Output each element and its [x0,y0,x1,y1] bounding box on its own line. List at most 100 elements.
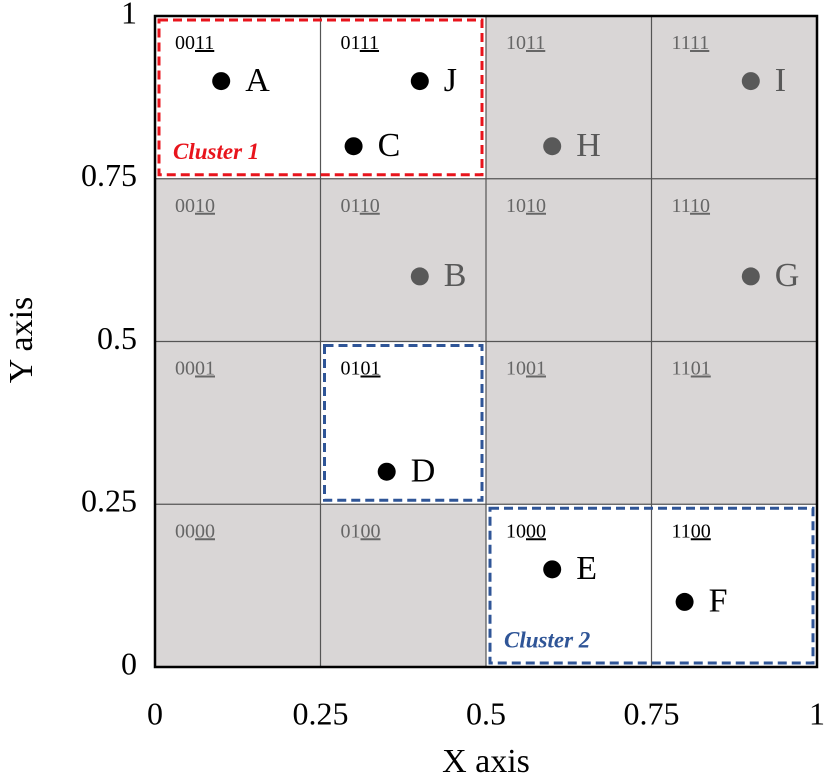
cell-label: 1001 [506,357,546,379]
cell-label-suffix: 01 [361,357,381,379]
cell-label: 0011 [175,32,214,54]
cell [320,504,486,667]
cell-label: 0100 [341,520,381,542]
cell-label: 1101 [672,357,711,379]
y-tick-label: 1 [121,0,137,30]
cell-label-suffix: 10 [526,194,546,216]
cell-label: 1010 [506,194,546,216]
data-point [410,267,429,286]
cell-label: 1111 [672,32,710,54]
cell-label-prefix: 01 [341,357,361,379]
cell-label-suffix: 10 [690,194,710,216]
x-tick-label: 1 [809,695,825,731]
data-point [675,592,694,611]
cluster-box [323,344,484,502]
cell [486,504,652,667]
cell-label-prefix: 11 [672,194,691,216]
cell-label-suffix: 11 [526,32,545,54]
cell-label: 0101 [341,357,381,379]
cluster-label: Cluster 1 [173,139,259,164]
cluster-label: Cluster 2 [504,627,590,652]
data-point [543,137,562,156]
y-tick-label: 0.5 [97,320,137,356]
cell-label: 0111 [341,32,380,54]
point-label: B [444,257,467,294]
y-tick-label: 0.75 [81,157,137,193]
point-label: E [576,550,597,587]
y-tick-label: 0.25 [81,483,137,519]
point-label: C [378,127,401,164]
cell-label-prefix: 11 [672,357,691,379]
cell [651,178,817,342]
cell-label-suffix: 10 [195,194,215,216]
cell [651,504,817,667]
data-point [741,267,760,286]
cell-label-suffix: 11 [360,32,379,54]
x-axis-label: X axis [442,743,530,780]
cell-label-prefix: 01 [341,194,360,216]
cell-label-suffix: 00 [526,520,546,542]
point-label: D [411,452,436,489]
cell-label-suffix: 00 [691,520,711,542]
point-label: G [775,257,800,294]
cell-label-prefix: 01 [341,32,360,54]
cell [651,16,817,179]
plot-frame [153,14,819,669]
cell-label: 1110 [672,194,711,216]
cell-label-prefix: 10 [506,357,526,379]
cell-label: 0000 [175,520,215,542]
cell [486,341,652,505]
point-label: A [245,62,270,99]
cell-label: 0001 [175,357,215,379]
data-point [543,560,562,579]
cluster-box [157,18,484,177]
x-tick-label: 0.5 [466,695,506,731]
cell-label-prefix: 00 [175,357,195,379]
cell-label-suffix: 11 [690,32,709,54]
cell-label: 1100 [672,520,711,542]
cell-label-prefix: 10 [506,194,526,216]
cell-label-prefix: 11 [672,520,691,542]
cluster-box [488,506,815,665]
cell [155,504,321,667]
cell-label-suffix: 00 [195,520,215,542]
cell-label-prefix: 10 [506,520,526,542]
cell [486,16,652,179]
cell-label-prefix: 00 [175,194,195,216]
cell-label-suffix: 00 [361,520,381,542]
cell [155,178,321,342]
data-point [410,72,429,91]
point-label: F [709,583,728,620]
cell [320,341,486,505]
data-point [377,462,396,481]
cell-label-prefix: 01 [341,520,361,542]
x-tick-label: 0.75 [624,695,680,731]
cell-label-suffix: 01 [691,357,711,379]
data-point [344,137,363,156]
cell-label-suffix: 11 [195,32,214,54]
cell-label-suffix: 01 [526,357,546,379]
y-axis-label: Y axis [3,297,40,384]
y-tick-label: 0 [121,645,137,681]
cell [155,16,321,179]
x-tick-label: 0.25 [293,695,349,731]
cell-label: 0010 [175,194,215,216]
cell-label-prefix: 00 [175,520,195,542]
cell-label: 0110 [341,194,380,216]
cell [155,341,321,505]
cell-label-prefix: 11 [672,32,691,54]
cell-label-prefix: 10 [506,32,526,54]
cell-label: 1000 [506,520,546,542]
cell [486,178,652,342]
cell-label-suffix: 01 [195,357,215,379]
point-label: J [444,62,457,99]
cell [320,178,486,342]
x-tick-label: 0 [147,695,163,731]
cell-label-prefix: 00 [175,32,195,54]
data-point [212,72,231,91]
cell-label-suffix: 10 [360,194,380,216]
data-point [741,72,760,91]
cell-label: 1011 [506,32,545,54]
point-label: H [576,127,601,164]
